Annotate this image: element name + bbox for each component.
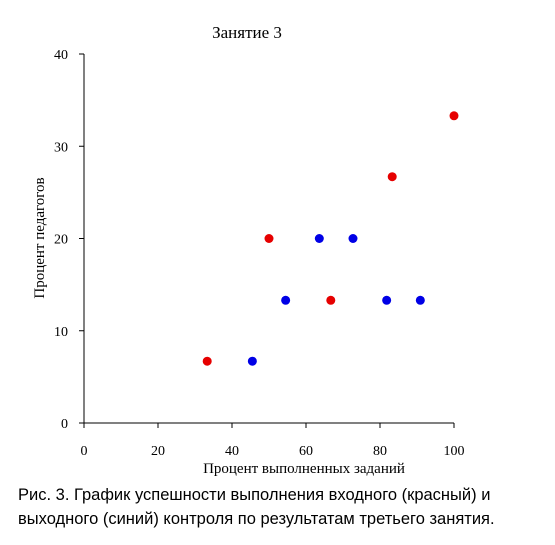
point <box>415 295 425 305</box>
point <box>326 295 336 305</box>
point <box>281 295 291 305</box>
point <box>264 234 274 243</box>
y-axis-label: Процент педагогов <box>32 177 48 298</box>
x-tick-label: 60 <box>299 444 313 459</box>
y-tick-label: 40 <box>54 48 68 63</box>
caption: Рис. 3. График успешности выполнения вхо… <box>18 486 495 528</box>
x-tick-label: 100 <box>444 444 465 459</box>
chart-title: Занятие 3 <box>212 23 282 42</box>
x-tick-label: 20 <box>151 444 165 459</box>
x-tick-label: 40 <box>225 444 239 459</box>
point <box>314 234 324 243</box>
point <box>382 295 392 305</box>
y-tick-label: 20 <box>54 233 68 248</box>
y-tick-label: 10 <box>54 325 68 340</box>
point <box>449 111 459 121</box>
x-axis-label: Процент выполненных заданий <box>203 461 405 477</box>
point <box>202 356 212 366</box>
chart: Занятие 3 Процент выполненных заданий Пр… <box>32 23 465 477</box>
x-tick-label: 80 <box>373 444 387 459</box>
point <box>348 234 358 243</box>
y-tick-label: 30 <box>54 140 68 155</box>
y-tick-label: 0 <box>61 417 68 432</box>
point <box>387 172 397 182</box>
point <box>247 356 257 366</box>
x-tick-label: 0 <box>81 444 88 459</box>
